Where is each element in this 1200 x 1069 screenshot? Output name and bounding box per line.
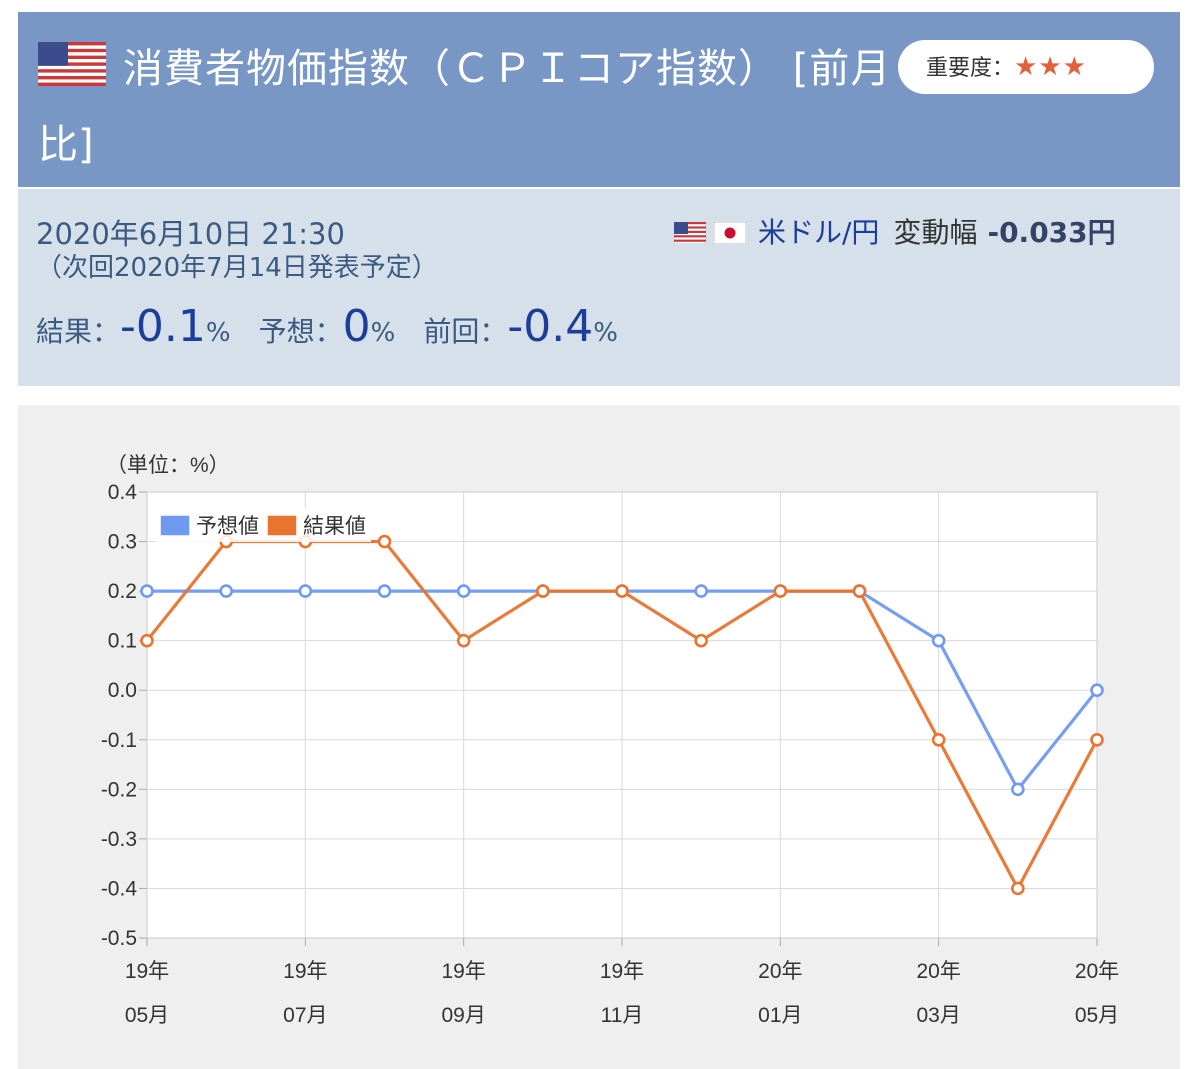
result-value: -0.1 [120, 301, 206, 352]
result-label: 結果： [36, 315, 121, 348]
indicator-header: 消費者物価指数（ＣＰＩコア指数） [前月 比] 重要度：★★★ [18, 12, 1180, 187]
importance-label: 重要度： [926, 56, 1015, 81]
indicator-title: 消費者物価指数（ＣＰＩコア指数） [前月 [123, 46, 892, 92]
currency-impact: 米ドル/円 変動幅 -0.033円 [674, 211, 1116, 251]
result-unit: % [205, 318, 231, 348]
data-point-result [456, 633, 471, 648]
importance-stars: ★★★ [1014, 52, 1087, 82]
us-flag-icon [38, 42, 106, 86]
data-point-result [852, 584, 867, 598]
data-point-result [140, 633, 154, 648]
y-tick-label: 0.1 [108, 630, 137, 653]
x-tick-label-year: 19年 [125, 960, 169, 983]
legend-box [156, 508, 371, 542]
data-point-result [773, 584, 788, 598]
forecast-value: 0 [342, 301, 371, 352]
previous-value: -0.4 [507, 301, 594, 352]
x-tick-label-year: 19年 [283, 960, 327, 983]
x-tick-label-year: 19年 [441, 960, 485, 983]
y-tick-label: 0.2 [108, 580, 137, 603]
data-point-forecast [694, 584, 708, 598]
legend-label-forecast: 予想値 [196, 514, 259, 538]
cpi-line-chart: 0.4 0.3 0.2 0.1 0.0 -0.1 -0.2 -0.3 -0.4 -0.5 19年 05… [101, 454, 1119, 1027]
forecast-unit: % [370, 318, 396, 348]
forecast-label: 予想： [258, 315, 343, 348]
data-point-result [931, 732, 946, 747]
y-tick-label: -0.4 [101, 877, 138, 900]
y-tick-label: -0.2 [101, 778, 137, 801]
currency-pair-link[interactable]: 米ドル/円 [758, 216, 880, 249]
y-tick-label: -0.1 [101, 729, 137, 752]
importance-badge: 重要度：★★★ [898, 40, 1154, 94]
y-tick-label: -0.5 [101, 927, 137, 950]
release-info-panel: 2020年6月10日 21:30 （次回2020年7月14日発表予定） 米ドル/… [18, 189, 1180, 386]
y-tick-label: 0.3 [108, 531, 137, 554]
indicator-title-continued: 比] [38, 122, 94, 168]
data-point-forecast [1011, 782, 1025, 797]
data-point-forecast [298, 584, 313, 598]
y-tick-label: -0.3 [101, 828, 137, 851]
x-tick-label-year: 20年 [1075, 960, 1119, 983]
data-point-forecast [1090, 683, 1104, 698]
data-point-forecast [456, 584, 471, 598]
x-tick-label-month: 05月 [125, 1004, 169, 1027]
previous-label: 前回： [423, 315, 508, 348]
x-tick-label-year: 19年 [600, 960, 644, 983]
x-tick-label-year: 20年 [916, 960, 960, 983]
y-tick-label: 0.0 [108, 679, 137, 702]
legend-swatch-forecast [159, 514, 191, 537]
data-point-result [536, 584, 550, 598]
data-point-forecast [140, 584, 154, 598]
indicator-values: 結果：-0.1% 予想：0% 前回：-0.4% [36, 301, 618, 352]
x-tick-label-month: 07月 [283, 1004, 327, 1027]
data-point-forecast [219, 584, 233, 598]
data-point-forecast [931, 633, 946, 648]
release-datetime: 2020年6月10日 21:30 [36, 217, 345, 251]
previous-unit: % [593, 318, 618, 348]
next-release-date: （次回2020年7月14日発表予定） [36, 253, 438, 283]
x-tick-label-year: 20年 [758, 960, 802, 983]
x-tick-label-month: 03月 [916, 1004, 960, 1027]
y-tick-label: 0.4 [108, 481, 138, 504]
data-point-result [377, 534, 392, 549]
range-value: -0.033円 [987, 216, 1116, 249]
range-label: 変動幅 [893, 216, 978, 249]
data-point-forecast [377, 584, 392, 598]
legend-label-result: 結果値 [303, 514, 366, 538]
legend-swatch-result [266, 514, 298, 537]
jp-flag-icon [714, 222, 746, 244]
data-point-result [694, 633, 708, 648]
x-tick-label-month: 05月 [1075, 1004, 1119, 1027]
unit-label: （単位：%） [106, 454, 230, 477]
chart-panel: 0.4 0.3 0.2 0.1 0.0 -0.1 -0.2 -0.3 -0.4 -0.5 19年 05… [18, 405, 1180, 1069]
x-tick-label-month: 11月 [601, 1004, 644, 1027]
x-tick-label-month: 09月 [441, 1004, 485, 1027]
data-point-result [1011, 881, 1025, 896]
us-flag-icon [674, 222, 706, 244]
x-tick-label-month: 01月 [758, 1004, 802, 1027]
data-point-result [1090, 732, 1104, 747]
data-point-result [615, 584, 629, 598]
